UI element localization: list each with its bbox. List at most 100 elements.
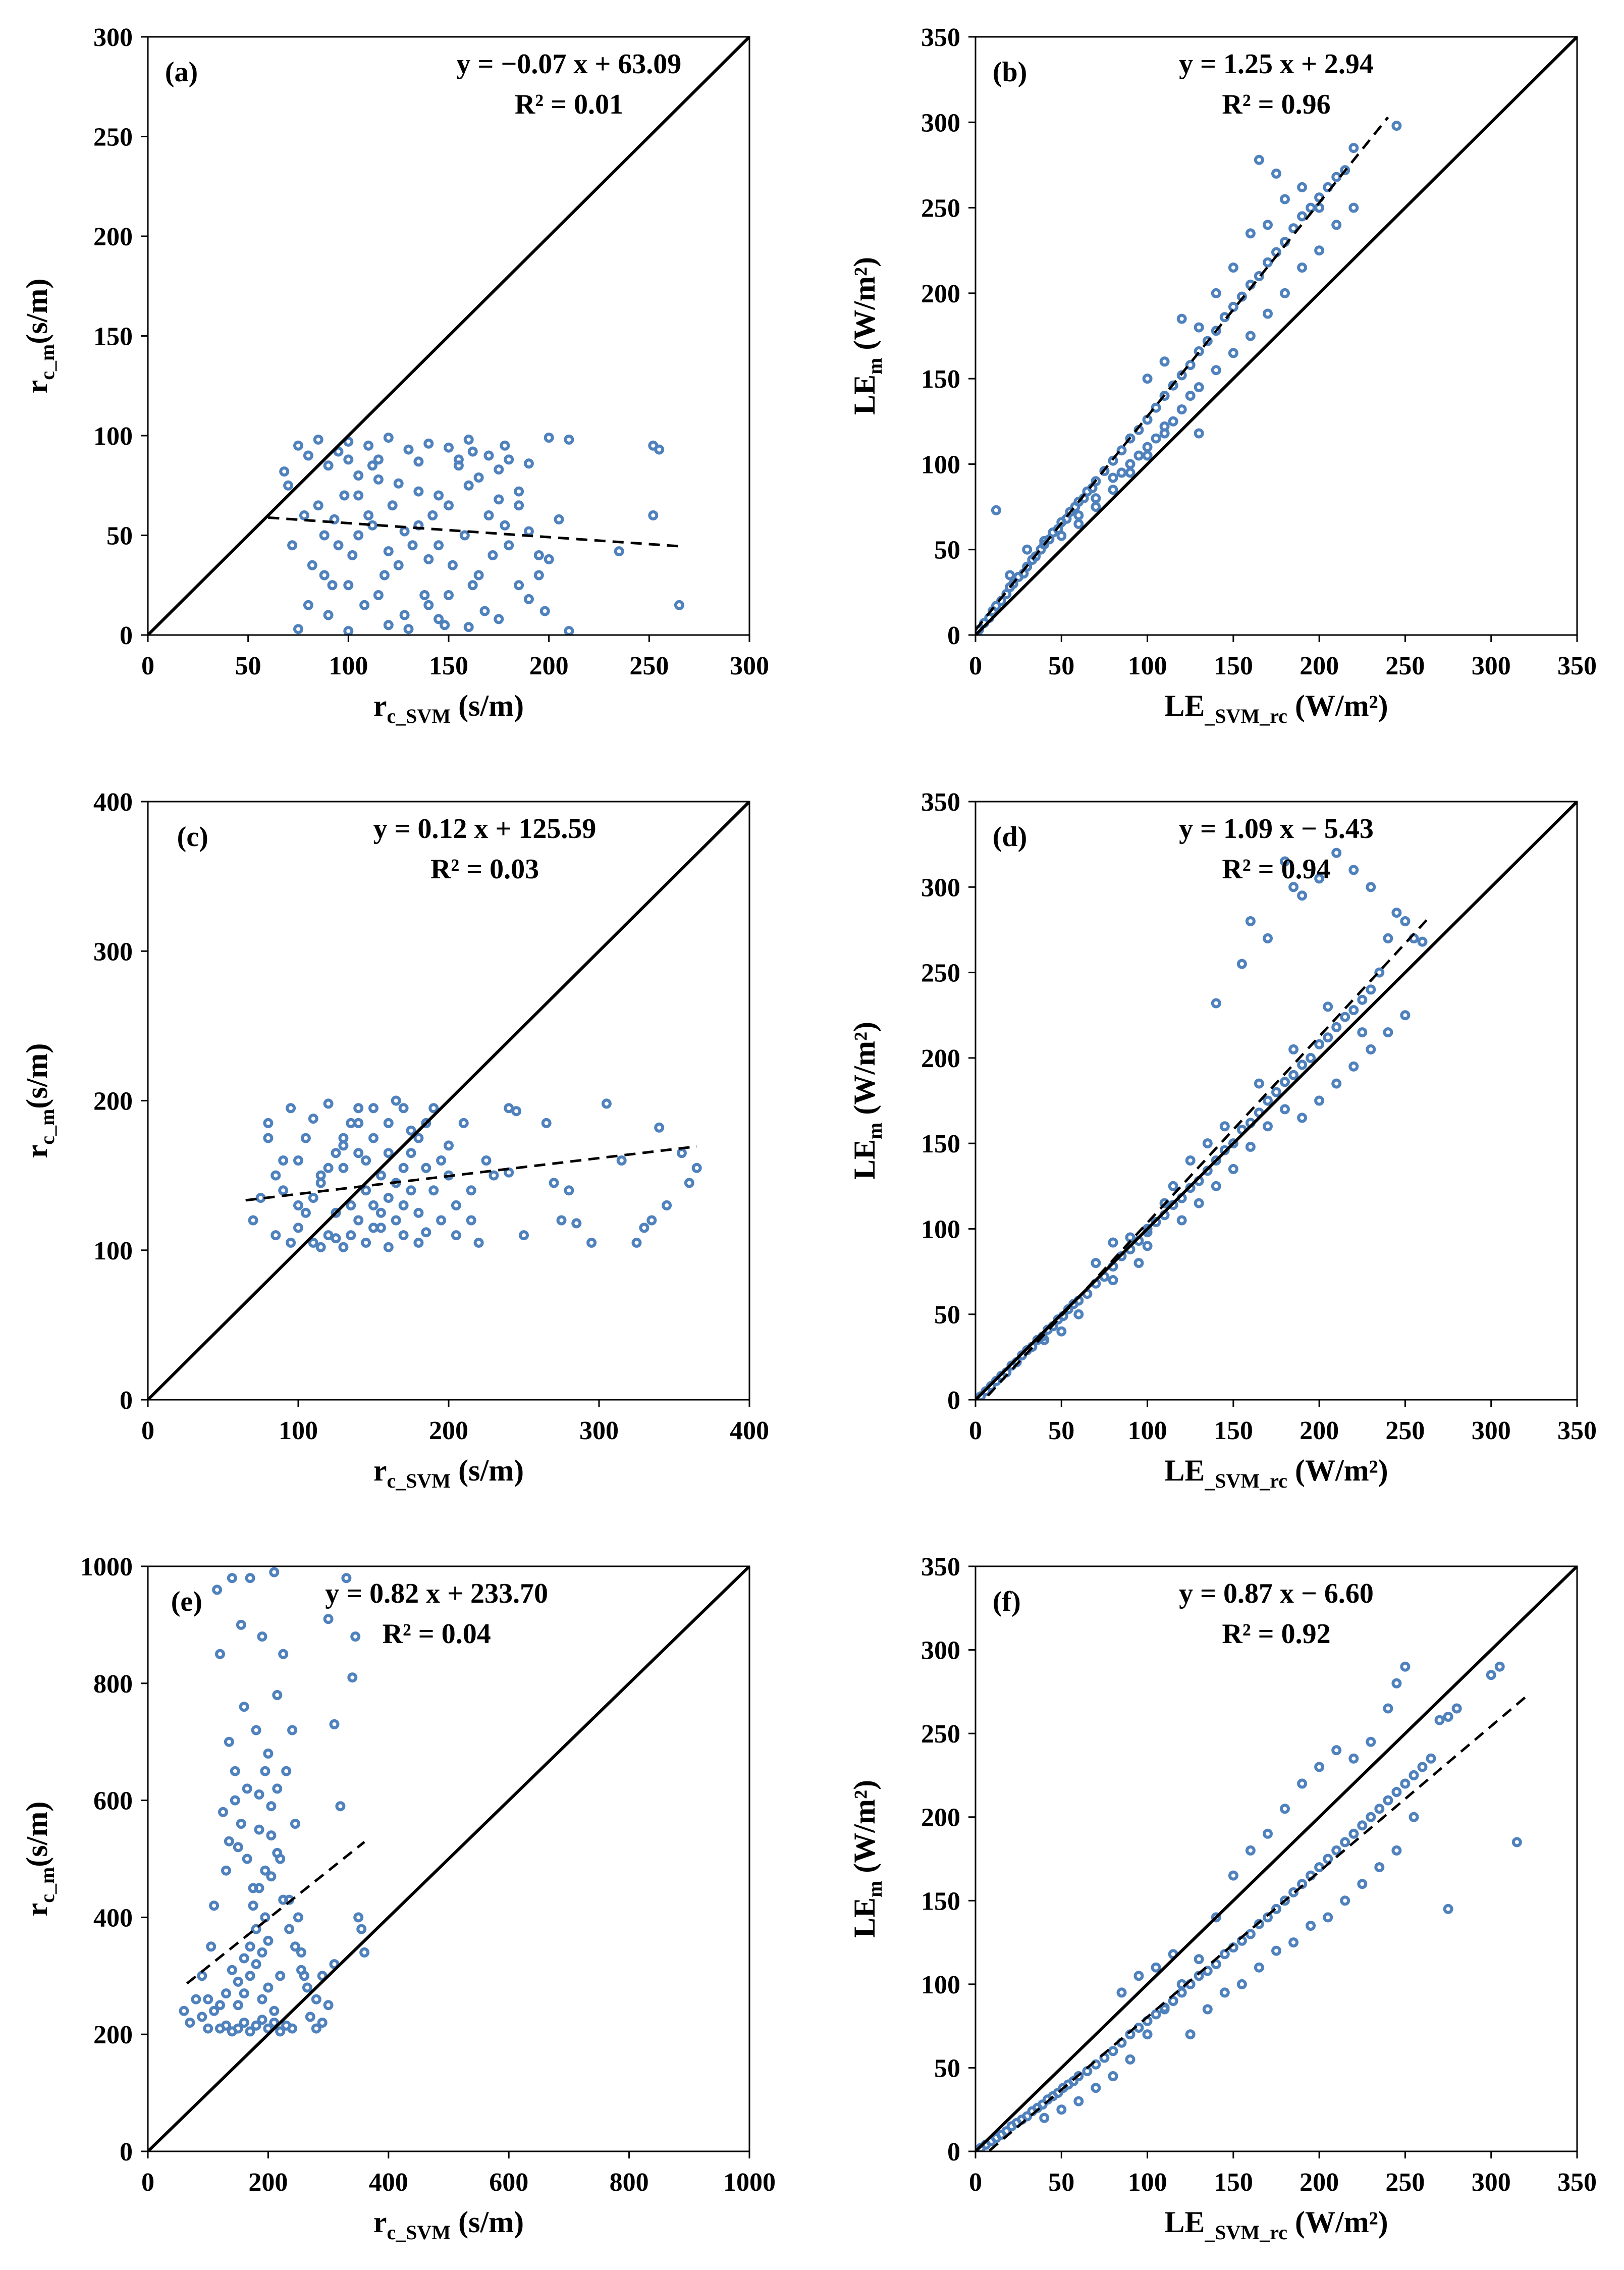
data-point xyxy=(323,1098,334,1109)
data-point xyxy=(284,1924,295,1934)
data-point xyxy=(1068,2076,1079,2086)
data-point xyxy=(383,1148,394,1158)
data-point xyxy=(239,1702,249,1712)
r-squared: R² = 0.03 xyxy=(430,854,539,885)
data-point xyxy=(239,1953,249,1964)
data-point xyxy=(248,1215,258,1226)
x-axis-label: rc_SVM (s/m) xyxy=(373,2205,524,2244)
regression-line xyxy=(268,516,680,548)
data-point xyxy=(403,444,414,455)
data-point xyxy=(1331,220,1342,230)
y-tick-label: 150 xyxy=(921,1130,960,1158)
data-point xyxy=(197,1971,207,1981)
data-point xyxy=(383,620,394,630)
panel-label: (b) xyxy=(993,57,1027,88)
data-point xyxy=(1211,1959,1221,1970)
data-point xyxy=(303,600,313,610)
data-point xyxy=(1053,2088,1063,2098)
data-point xyxy=(272,1783,283,1794)
data-point xyxy=(1323,1001,1333,1012)
data-point xyxy=(1185,2029,1196,2040)
one-to-one-line xyxy=(976,37,1577,635)
data-point xyxy=(1219,1987,1230,1998)
data-point xyxy=(1091,493,1101,504)
data-point xyxy=(1391,121,1402,131)
data-point xyxy=(514,486,524,497)
data-point xyxy=(541,1118,552,1128)
y-tick-label: 250 xyxy=(921,959,960,988)
y-tick-label: 0 xyxy=(947,1386,960,1415)
data-point xyxy=(1037,2099,1048,2110)
data-point xyxy=(646,1215,657,1226)
data-point xyxy=(218,1807,228,1817)
data-point xyxy=(1091,502,1101,512)
data-point xyxy=(398,1163,409,1173)
data-point xyxy=(1280,1804,1290,1814)
data-point xyxy=(363,440,374,451)
data-point xyxy=(1374,967,1385,978)
data-point xyxy=(1306,202,1316,213)
data-point xyxy=(287,2023,298,2034)
data-point xyxy=(488,550,498,560)
data-point xyxy=(1194,382,1204,393)
data-point xyxy=(255,1193,266,1203)
data-point xyxy=(209,2005,220,2016)
data-point xyxy=(242,1783,252,1794)
r-squared: R² = 0.92 xyxy=(1222,1618,1330,1650)
regression-line xyxy=(986,1696,1527,2151)
y-tick-label: 50 xyxy=(934,2054,960,2083)
data-point xyxy=(1357,1820,1368,1831)
data-point xyxy=(676,1148,687,1158)
data-point xyxy=(272,1847,283,1858)
y-tick-label: 350 xyxy=(921,23,960,52)
data-point xyxy=(368,1200,378,1210)
y-tick-label: 200 xyxy=(93,2021,133,2049)
data-points xyxy=(279,433,684,635)
data-point xyxy=(500,440,510,451)
panel-label: (d) xyxy=(993,821,1027,853)
data-point xyxy=(1348,1753,1359,1764)
x-tick-label: 600 xyxy=(489,2168,528,2197)
data-point xyxy=(466,1185,476,1196)
data-point xyxy=(1116,445,1127,456)
data-point xyxy=(278,1155,289,1166)
y-tick-label: 300 xyxy=(93,937,133,966)
data-point xyxy=(423,600,434,610)
data-point xyxy=(1202,2004,1213,2015)
data-point xyxy=(413,1133,424,1143)
data-point xyxy=(1271,168,1281,179)
regression-line xyxy=(186,1841,365,1985)
y-tick-label: 0 xyxy=(120,1386,133,1415)
data-point xyxy=(1357,1879,1368,1889)
data-point xyxy=(367,520,377,531)
data-point xyxy=(287,1725,298,1735)
x-tick-label: 150 xyxy=(429,652,468,680)
y-tick-label: 250 xyxy=(93,123,133,152)
data-point xyxy=(504,1103,514,1114)
y-axis-label: rc_m(s/m) xyxy=(20,1802,59,1917)
data-point xyxy=(1391,1787,1402,1797)
data-point xyxy=(458,1118,469,1128)
data-point xyxy=(1417,936,1428,947)
data-point xyxy=(1202,336,1213,346)
x-tick-label: 0 xyxy=(969,652,982,680)
data-point xyxy=(329,1719,340,1729)
data-point xyxy=(403,624,414,635)
data-point xyxy=(1125,433,1135,444)
data-point xyxy=(221,1988,231,1999)
data-point xyxy=(319,530,330,541)
data-point xyxy=(631,1237,642,1248)
data-point xyxy=(203,1994,213,2004)
data-point xyxy=(398,1230,409,1241)
data-point xyxy=(481,1155,492,1166)
x-tick-label: 250 xyxy=(1385,2168,1425,2197)
x-tick-label: 50 xyxy=(1048,1416,1074,1445)
regression-equation: y = 1.25 x + 2.94 xyxy=(1179,48,1374,80)
data-point xyxy=(523,458,534,469)
data-point xyxy=(1159,1198,1170,1208)
panel-label: (a) xyxy=(165,57,198,88)
data-point xyxy=(251,2020,261,2031)
x-tick-label: 800 xyxy=(610,2168,649,2197)
y-tick-label: 200 xyxy=(921,280,960,308)
data-point xyxy=(1125,1232,1135,1243)
